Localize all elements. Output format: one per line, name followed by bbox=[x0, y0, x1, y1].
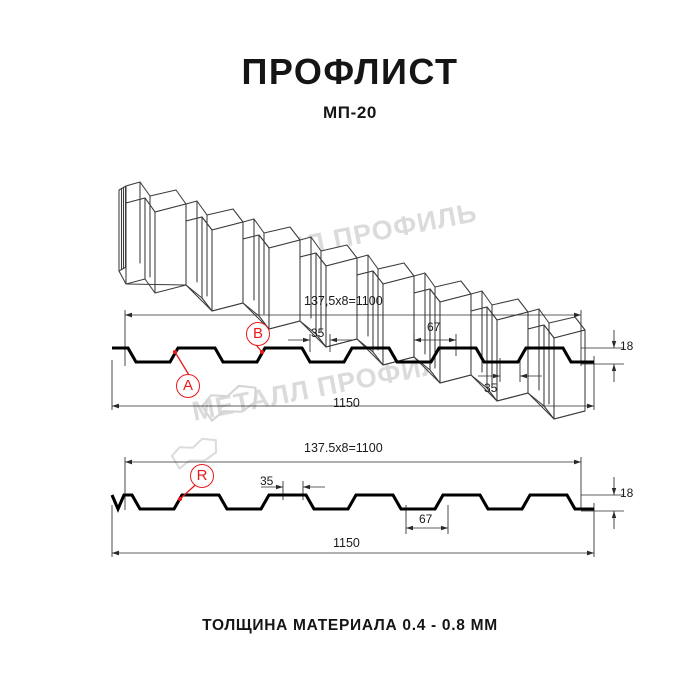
dim-67-section2: 67 bbox=[419, 512, 433, 526]
dim-height-section2: 18 bbox=[620, 486, 634, 500]
dim-overall-bottom-section1: 1150 bbox=[333, 396, 360, 410]
watermark-text: МЕТАЛЛ ПРОФИЛЬ bbox=[189, 345, 464, 427]
title-block: ПРОФЛИСТ МП-20 bbox=[0, 54, 700, 123]
product-model-label: МП-20 bbox=[323, 103, 377, 122]
dim-overall-top-section1: 137,5x8=1100 bbox=[304, 294, 383, 308]
dim-height-section1: 18 bbox=[620, 339, 634, 353]
dim-35-right-section1: 35 bbox=[484, 381, 498, 395]
dim-67-section1: 67 bbox=[427, 320, 441, 334]
marker-b: B bbox=[246, 322, 270, 346]
dim-35-section2: 35 bbox=[260, 474, 274, 488]
dim-overall-bottom-section2: 1150 bbox=[333, 536, 360, 550]
dim-35-left-section1: 35 bbox=[311, 326, 325, 340]
marker-r: R bbox=[190, 464, 214, 488]
material-thickness-note: ТОЛЩИНА МАТЕРИАЛА 0.4 - 0.8 ММ bbox=[202, 617, 498, 634]
page-title: ПРОФЛИСТ bbox=[241, 51, 459, 92]
marker-a: A bbox=[176, 374, 200, 398]
watermark-text: МЕТАЛЛ ПРОФИЛЬ bbox=[205, 197, 480, 279]
dim-overall-top-section2: 137.5x8=1100 bbox=[304, 441, 383, 455]
